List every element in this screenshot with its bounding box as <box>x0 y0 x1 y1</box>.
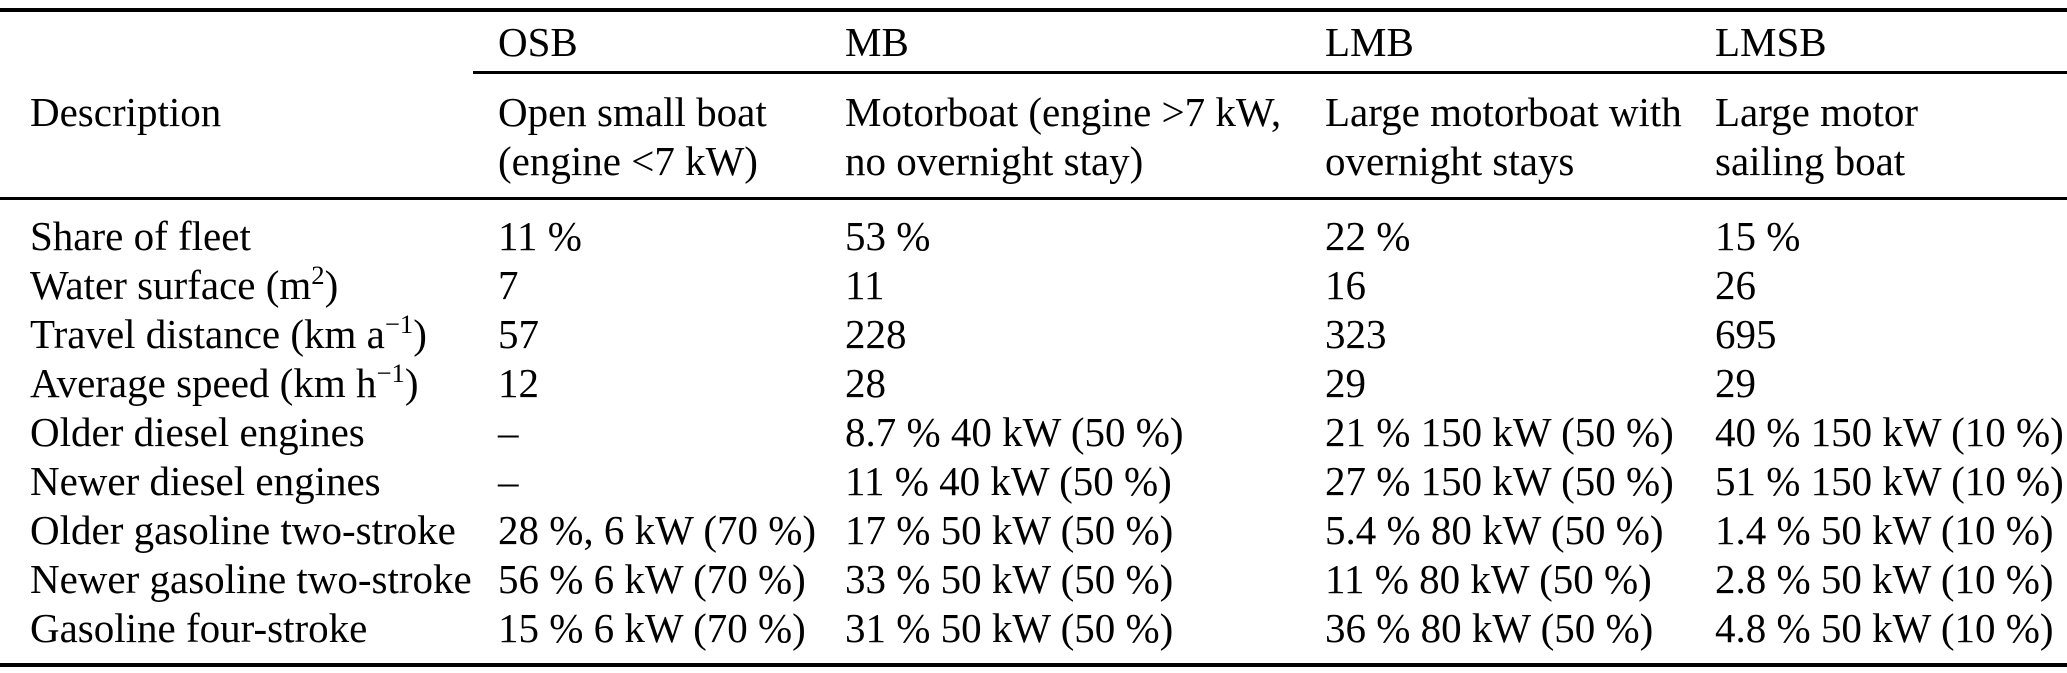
cell-value: 4.8 % 50 kW (10 %) <box>1715 605 2054 651</box>
column-header-lmsb: LMSB <box>1715 19 1827 65</box>
description-mb-line1: Motorboat (engine >7 kW, <box>845 89 1282 135</box>
cell-value: 53 % <box>845 213 931 259</box>
description-label: Description <box>30 89 222 135</box>
table-header-rule <box>0 197 2067 200</box>
description-osb-line2: (engine <7 kW) <box>498 138 758 184</box>
cell-value: 56 % 6 kW (70 %) <box>498 556 806 602</box>
table-row-share-of-fleet: Share of fleet 11 % 53 % 22 % 15 % <box>0 212 2067 261</box>
table-top-rule <box>0 8 2067 12</box>
cell-value: – <box>498 458 519 504</box>
column-header-lmb: LMB <box>1325 19 1414 65</box>
cell-value: 57 <box>498 311 539 357</box>
table-row-newer-diesel: Newer diesel engines – 11 % 40 kW (50 %)… <box>0 457 2067 506</box>
cell-value: 228 <box>845 311 907 357</box>
table-bottom-rule <box>0 663 2067 667</box>
cell-value: 323 <box>1325 311 1387 357</box>
row-label: Newer gasoline two-stroke <box>30 556 472 602</box>
cell-value: 11 % 40 kW (50 %) <box>845 458 1172 504</box>
description-osb: Open small boat (engine <7 kW) <box>498 88 845 186</box>
cell-value: 11 % 80 kW (50 %) <box>1325 556 1652 602</box>
cell-value: 27 % 150 kW (50 %) <box>1325 458 1674 504</box>
cell-value: 7 <box>498 262 519 308</box>
header-abbr-row: OSB MB LMB LMSB <box>0 12 2067 74</box>
cell-value: 15 % <box>1715 213 1801 259</box>
cell-value: 29 <box>1325 360 1366 406</box>
description-mb-line2: no overnight stay) <box>845 138 1144 184</box>
row-label: Travel distance (km a−1) <box>30 309 427 357</box>
row-label: Gasoline four-stroke <box>30 605 368 651</box>
description-lmsb: Large motor sailing boat <box>1715 88 2067 186</box>
cell-value: 5.4 % 80 kW (50 %) <box>1325 507 1664 553</box>
table-row-gasoline-four-stroke: Gasoline four-stroke 15 % 6 kW (70 %) 31… <box>0 604 2067 653</box>
header-abbr-spacer <box>0 12 473 74</box>
cell-value: 11 % <box>498 213 582 259</box>
cell-value: 22 % <box>1325 213 1411 259</box>
description-lmsb-line2: sailing boat <box>1715 138 1906 184</box>
column-header-mb: MB <box>845 19 909 65</box>
row-label: Older gasoline two-stroke <box>30 507 456 553</box>
row-label: Average speed (km h−1) <box>30 358 419 406</box>
table-row-water-surface: Water surface (m2) 7 11 16 26 <box>0 261 2067 310</box>
table-row-travel-distance: Travel distance (km a−1) 57 228 323 695 <box>0 310 2067 359</box>
cell-value: 11 <box>845 262 885 308</box>
cell-value: 40 % 150 kW (10 %) <box>1715 409 2064 455</box>
cell-value: 8.7 % 40 kW (50 %) <box>845 409 1184 455</box>
description-lmb: Large motorboat with overnight stays <box>1325 88 1715 186</box>
cell-value: 17 % 50 kW (50 %) <box>845 507 1174 553</box>
table-row-average-speed: Average speed (km h−1) 12 28 29 29 <box>0 359 2067 408</box>
cell-value: 1.4 % 50 kW (10 %) <box>1715 507 2054 553</box>
cell-value: 28 %, 6 kW (70 %) <box>498 507 817 553</box>
description-lmsb-line1: Large motor <box>1715 89 1919 135</box>
cell-value: 26 <box>1715 262 1756 308</box>
cell-value: 29 <box>1715 360 1756 406</box>
description-mb: Motorboat (engine >7 kW, no overnight st… <box>845 88 1325 186</box>
table-row-older-diesel: Older diesel engines – 8.7 % 40 kW (50 %… <box>0 408 2067 457</box>
cell-value: 2.8 % 50 kW (10 %) <box>1715 556 2054 602</box>
cell-value: 28 <box>845 360 886 406</box>
description-lmb-line2: overnight stays <box>1325 138 1575 184</box>
cell-value: 695 <box>1715 311 1777 357</box>
cell-value: 36 % 80 kW (50 %) <box>1325 605 1654 651</box>
cell-value: 15 % 6 kW (70 %) <box>498 605 806 651</box>
description-osb-line1: Open small boat <box>498 89 767 135</box>
row-label: Share of fleet <box>30 213 251 259</box>
cell-value: – <box>498 409 519 455</box>
cell-value: 16 <box>1325 262 1366 308</box>
table-row-older-gasoline-two-stroke: Older gasoline two-stroke 28 %, 6 kW (70… <box>0 506 2067 555</box>
cell-value: 12 <box>498 360 539 406</box>
cell-value: 51 % 150 kW (10 %) <box>1715 458 2064 504</box>
row-label: Newer diesel engines <box>30 458 381 504</box>
header-description-row: Description Open small boat (engine <7 k… <box>0 74 2067 197</box>
header-abbr-group: OSB MB LMB LMSB <box>473 12 2067 74</box>
row-label: Older diesel engines <box>30 409 365 455</box>
row-label: Water surface (m2) <box>30 260 339 308</box>
boat-categories-table: OSB MB LMB LMSB Description Open small b… <box>0 8 2067 673</box>
cell-value: 33 % 50 kW (50 %) <box>845 556 1174 602</box>
description-lmb-line1: Large motorboat with <box>1325 89 1682 135</box>
table-row-newer-gasoline-two-stroke: Newer gasoline two-stroke 56 % 6 kW (70 … <box>0 555 2067 604</box>
cell-value: 31 % 50 kW (50 %) <box>845 605 1174 651</box>
table-body: Share of fleet 11 % 53 % 22 % 15 % Water… <box>0 200 2067 663</box>
cell-value: 21 % 150 kW (50 %) <box>1325 409 1674 455</box>
column-header-osb: OSB <box>498 19 578 65</box>
